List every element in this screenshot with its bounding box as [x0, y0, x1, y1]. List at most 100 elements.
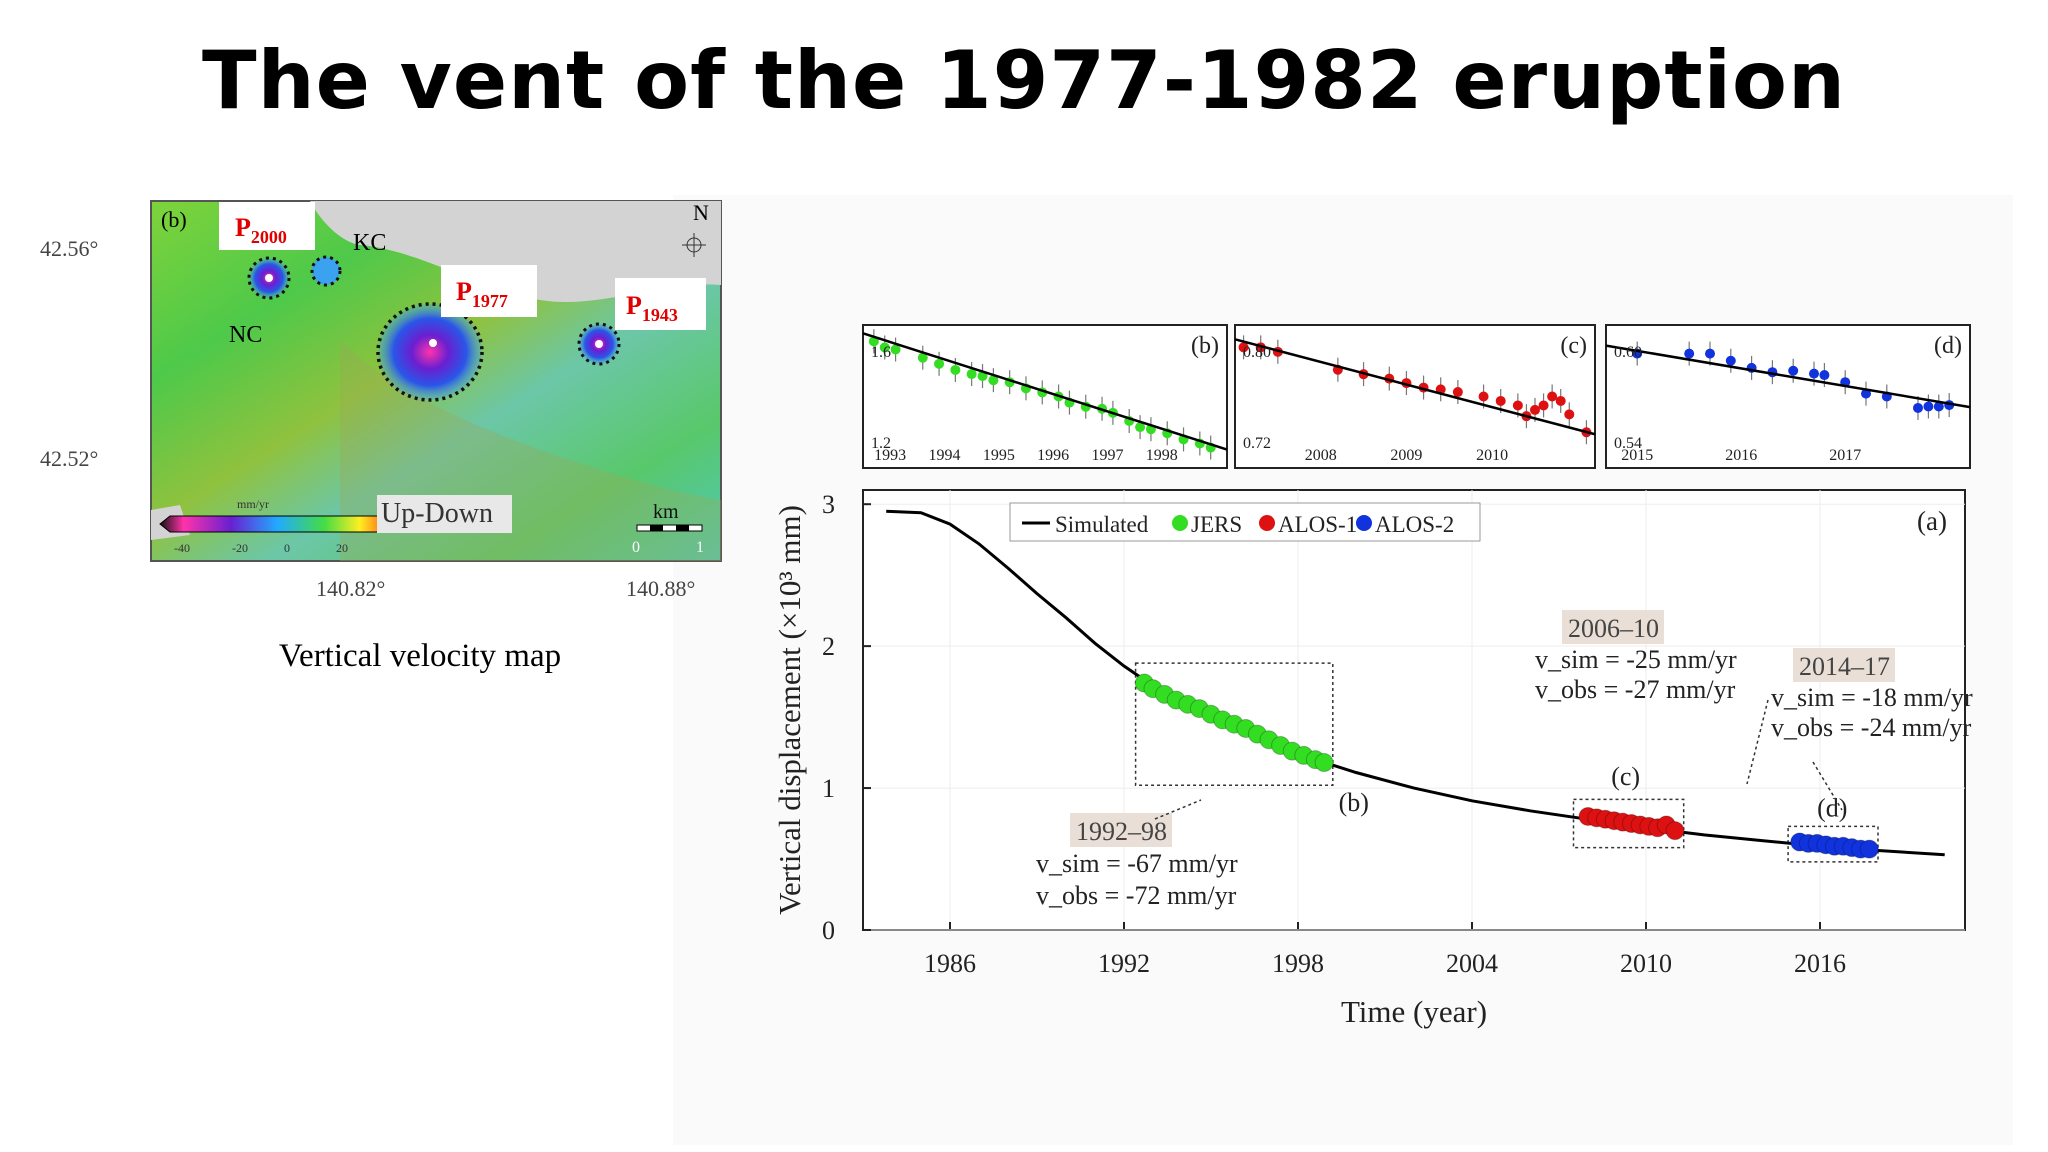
colorbar: mm/yr -40 -20 0 20 [159, 497, 396, 555]
svg-text:km: km [653, 501, 679, 523]
inset-frame-0 [862, 324, 1228, 469]
main-xtick-label-1: 1992 [1098, 949, 1150, 978]
main-xtick-label-4: 2010 [1620, 949, 1672, 978]
legend-label-simulated: Simulated [1055, 512, 1149, 537]
annotation-period-bg-1 [1562, 610, 1664, 644]
component-label: Up-Down [377, 495, 512, 533]
annotation-vobs-2: v_obs = -24 mm/yr [1771, 713, 1972, 742]
annotation-letter-1: (c) [1611, 762, 1640, 791]
annotation-vsim-0: v_sim = -67 mm/yr [1036, 849, 1238, 878]
inset-2-point-3 [1725, 355, 1736, 366]
svg-text:0: 0 [632, 539, 640, 556]
inset-frame-2 [1605, 324, 1971, 469]
inset-0-xtick-4: 1997 [1091, 447, 1123, 464]
point-alos-1-10 [1665, 821, 1685, 841]
inset-0-point-8 [988, 375, 999, 386]
inset-0-trend-line [862, 332, 1228, 451]
scale-bar: km 0 1 [632, 501, 704, 556]
main-ytick-label-2: 2 [822, 632, 835, 661]
inset-1-xtick-0: 2008 [1305, 447, 1337, 464]
lat-tick-2: 42.52° [40, 446, 98, 471]
main-xtick-label-2: 1998 [1272, 949, 1324, 978]
inset-0-xtick-2: 1995 [983, 447, 1015, 464]
annotation-box-0 [1134, 662, 1334, 786]
legend-symbol-alos-2 [1356, 515, 1372, 531]
inset-1-point-9 [1452, 387, 1463, 398]
point-alos-2-8 [1859, 839, 1879, 859]
vent-anomaly-1977 [376, 302, 484, 402]
inset-0-point-18 [1135, 422, 1146, 433]
inset-1-xtick-1: 2009 [1390, 447, 1422, 464]
vent-label-1977: P1977 [441, 265, 537, 317]
main-plot-frame [862, 489, 1966, 931]
main-xtick-label-5: 2016 [1794, 949, 1846, 978]
inset-0-panel-label: (b) [1191, 333, 1219, 359]
inset-0-ytick-1: 1.2 [871, 435, 891, 452]
annotation-arrow-1 [1746, 699, 1769, 785]
annotation-period-bg-2 [1793, 648, 1895, 682]
inset-1-ytick-0: 0.80 [1243, 344, 1271, 361]
legend-label-jers: JERS [1191, 512, 1242, 537]
annotation-arrow-0 [1154, 799, 1202, 820]
inset-0-point-3 [917, 352, 928, 363]
inset-1-panel-label: (c) [1560, 333, 1587, 359]
vent-label-2000: P2000 [219, 202, 315, 250]
inset-1-point-12 [1512, 400, 1523, 411]
main-xtick-label-0: 1986 [924, 949, 976, 978]
inset-2-ytick-1: 0.54 [1614, 435, 1642, 452]
inset-2-panel-label: (d) [1934, 333, 1962, 359]
inset-0-ytick-0: 1.6 [871, 344, 891, 361]
inset-1-point-17 [1555, 395, 1566, 406]
kc-anomaly [310, 255, 342, 287]
map-panel-label: (b) [161, 207, 187, 232]
svg-text:mm/yr: mm/yr [237, 497, 269, 511]
main-ytick-label-0: 0 [822, 916, 835, 945]
annotation-period-0: 1992–98 [1076, 817, 1167, 846]
place-label-kc: KC [353, 230, 386, 256]
svg-text:P2000: P2000 [235, 213, 287, 247]
svg-text:20: 20 [336, 541, 348, 555]
inset-0-point-2 [890, 344, 901, 355]
inset-2-trend-line [1605, 344, 1971, 409]
inset-0-point-5 [950, 364, 961, 375]
main-xlabel: Time (year) [1341, 994, 1487, 1029]
annotation-box-2 [1787, 825, 1879, 863]
inset-2-point-14 [1933, 401, 1944, 412]
vent-label-1943: P1943 [615, 278, 706, 330]
inset-2-point-12 [1913, 402, 1923, 413]
inset-2-point-13 [1923, 401, 1934, 412]
annotation-period-2: 2014–17 [1799, 652, 1890, 681]
vent-anomaly-1943 [577, 322, 621, 366]
svg-text:-20: -20 [232, 541, 248, 555]
annotation-letter-0: (b) [1339, 788, 1369, 817]
inset-2-point-2 [1705, 348, 1715, 359]
inset-0-point-1 [879, 342, 890, 353]
annotation-vsim-1: v_sim = -25 mm/yr [1535, 645, 1737, 674]
inset-frame-1 [1234, 324, 1596, 469]
point-jers-16 [1314, 753, 1334, 773]
inset-2-xtick-0: 2015 [1621, 447, 1653, 464]
svg-text:-40: -40 [174, 541, 190, 555]
annotation-vobs-0: v_obs = -72 mm/yr [1036, 881, 1237, 910]
annotation-vsim-2: v_sim = -18 mm/yr [1771, 683, 1973, 712]
inset-2-ytick-0: 0.60 [1614, 344, 1642, 361]
inset-2-point-1 [1684, 348, 1695, 359]
north-label: N [693, 200, 709, 225]
inset-1-point-16 [1547, 391, 1558, 402]
annotation-period-1: 2006–10 [1568, 614, 1659, 643]
inset-1-xtick-2: 2010 [1476, 447, 1508, 464]
inset-2-xtick-2: 2017 [1829, 447, 1861, 464]
annotation-letter-2: (d) [1817, 793, 1847, 822]
svg-text:P1943: P1943 [626, 291, 678, 325]
main-ytick-label-1: 1 [822, 774, 835, 803]
velocity-map: (b) N 42.56° 42.52° 140.82° 140.88° P200… [40, 200, 722, 601]
inset-1-trend-line [1234, 338, 1596, 436]
slide-title: The vent of the 1977-1982 eruption [202, 34, 1846, 127]
inset-0-point-6 [966, 369, 977, 380]
legend-label-alos-1: ALOS-1 [1278, 512, 1357, 537]
inset-1-point-18 [1564, 409, 1575, 420]
inset-0-xtick-5: 1998 [1146, 447, 1178, 464]
svg-text:Up-Down: Up-Down [381, 498, 493, 529]
main-ylabel: Vertical displacement (×10³ mm) [772, 505, 807, 915]
inset-0-xtick-1: 1994 [928, 447, 960, 464]
